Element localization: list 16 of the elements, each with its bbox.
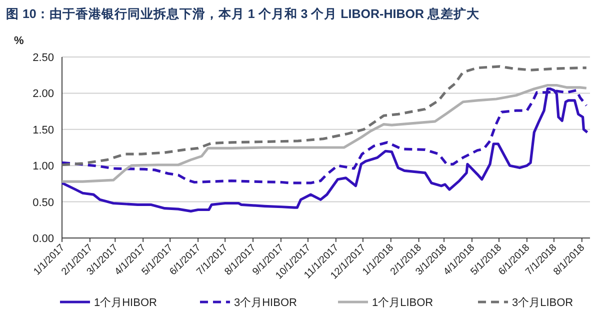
- legend-label: 1个月LIBOR: [372, 297, 434, 309]
- ytick: 0.50: [32, 196, 54, 209]
- ytick: 2.00: [32, 88, 54, 100]
- legend-item: 1个月LIBOR: [338, 297, 434, 309]
- legend-label: 3个月HIBOR: [234, 297, 298, 309]
- legend-label: 1个月HIBOR: [94, 297, 158, 309]
- ytick: 1.00: [32, 160, 54, 173]
- legend-item: 3个月LIBOR: [478, 297, 574, 309]
- ylabel: %: [14, 35, 24, 47]
- title: 图 10：由于香港银行同业拆息下滑，本月 1 个月和 3 个月 LIBOR-HIBOR 息差扩大: [6, 7, 480, 21]
- ytick: 0.00: [32, 233, 54, 245]
- legend-item: 3个月HIBOR: [200, 297, 297, 309]
- legend-label: 3个月LIBOR: [512, 297, 574, 309]
- ytick: 1.50: [32, 124, 54, 136]
- legend-item: 1个月HIBOR: [60, 297, 157, 309]
- ytick: 2.50: [32, 52, 54, 64]
